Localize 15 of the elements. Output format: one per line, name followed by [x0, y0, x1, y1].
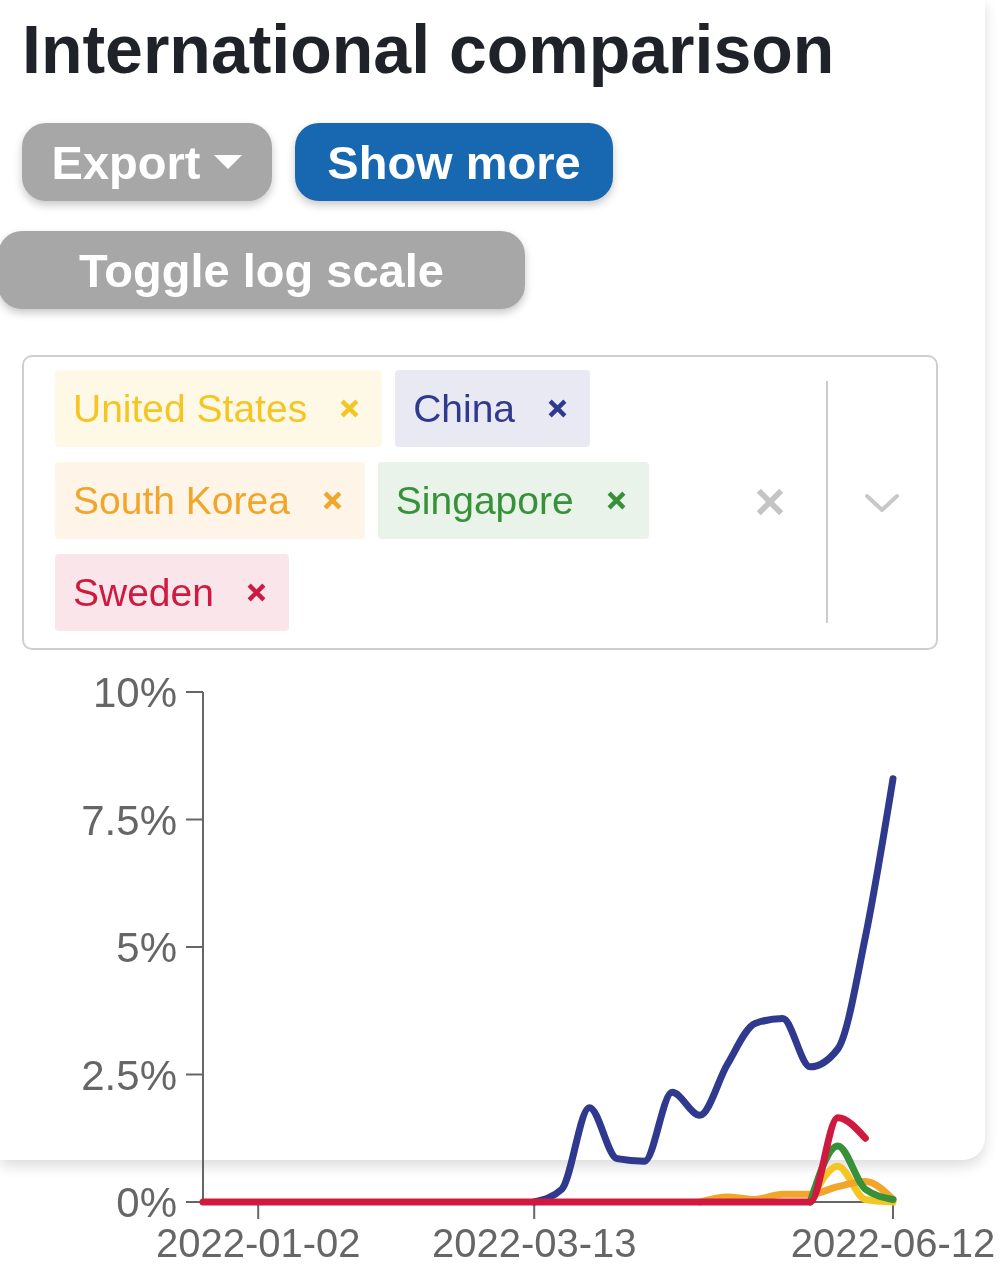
legend-label: South Korea — [73, 478, 290, 523]
legend-label: China — [413, 386, 516, 431]
button: Show more — [295, 123, 613, 201]
y-tick-label: 7.5% — [81, 796, 177, 843]
y-tick-label: 5% — [116, 923, 177, 971]
y-tick-label: 10% — [92, 668, 177, 716]
legend-label: Sweden — [73, 570, 214, 615]
y-tick-label: 2.5% — [81, 1051, 177, 1098]
legend-label: Singapore — [395, 478, 574, 523]
button: Toggle log scale — [0, 231, 525, 309]
chart-title: International comparison — [22, 11, 835, 87]
x-tick-label: 2022-03-13 — [431, 1221, 637, 1265]
dropdown-button: Export — [22, 123, 272, 201]
x-tick-label: 2022-06-12 — [790, 1221, 996, 1265]
legend-label: United States — [73, 386, 308, 431]
